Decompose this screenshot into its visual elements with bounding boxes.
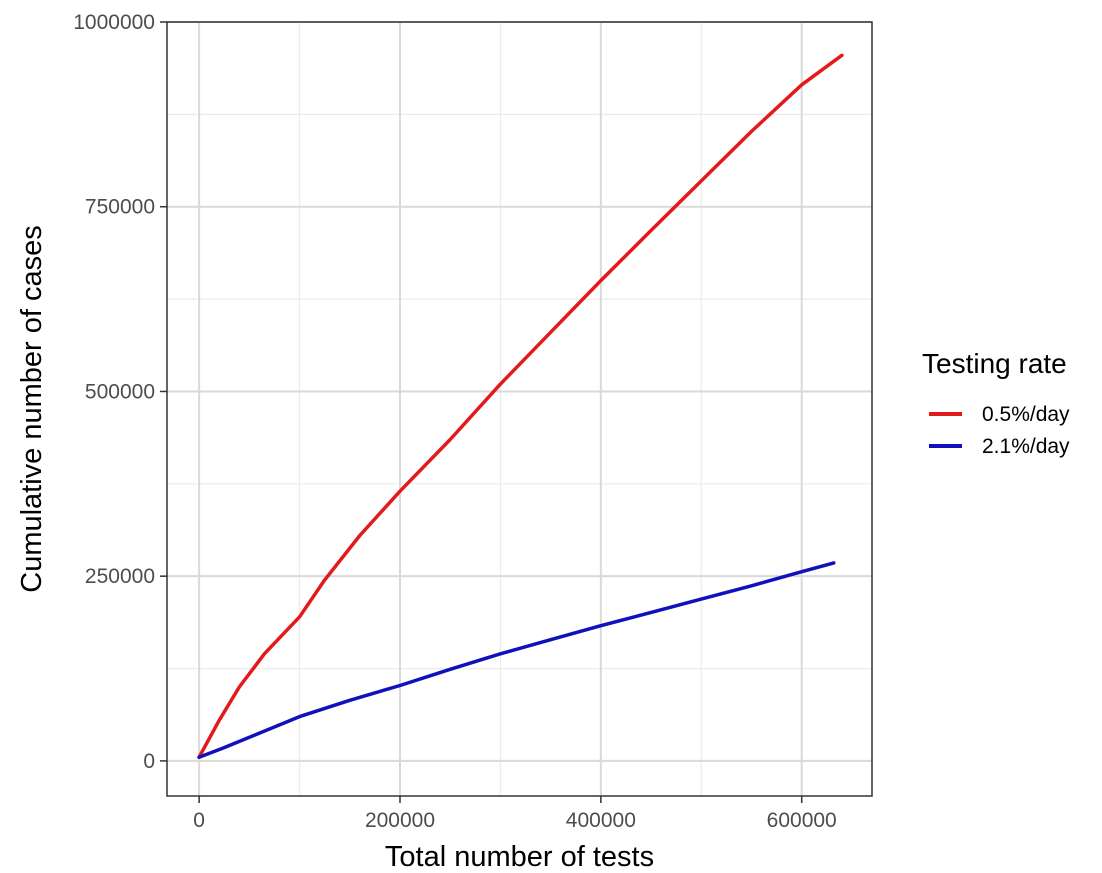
x-tick-label: 600000 [767,809,837,832]
series-line-1 [197,561,836,759]
x-axis: 0 200000 400000 600000 [193,796,837,832]
x-tick-label: 0 [193,809,205,832]
x-axis-title: Total number of tests [385,841,654,873]
x-tick-label: 400000 [566,809,636,832]
legend: Testing rate 0.5%/day 2.1%/day [922,348,1070,458]
x-tick-label: 200000 [365,809,435,832]
legend-label-1: 2.1%/day [982,435,1070,458]
legend-label-0: 0.5%/day [982,403,1070,426]
y-axis-title: Cumulative number of cases [16,225,48,593]
minor-gridlines [167,22,872,796]
y-tick-label: 250000 [85,565,155,588]
y-tick-label: 1000000 [73,11,155,34]
major-gridlines [167,21,872,796]
legend-title: Testing rate [922,348,1067,379]
y-tick-label: 500000 [85,380,155,403]
series-line-0 [197,53,844,759]
y-axis: 0 250000 500000 750000 1000000 [73,11,167,773]
y-tick-label: 750000 [85,196,155,219]
series-lines [197,53,844,759]
plot-panel-border [166,21,873,797]
y-tick-label: 0 [143,750,155,773]
